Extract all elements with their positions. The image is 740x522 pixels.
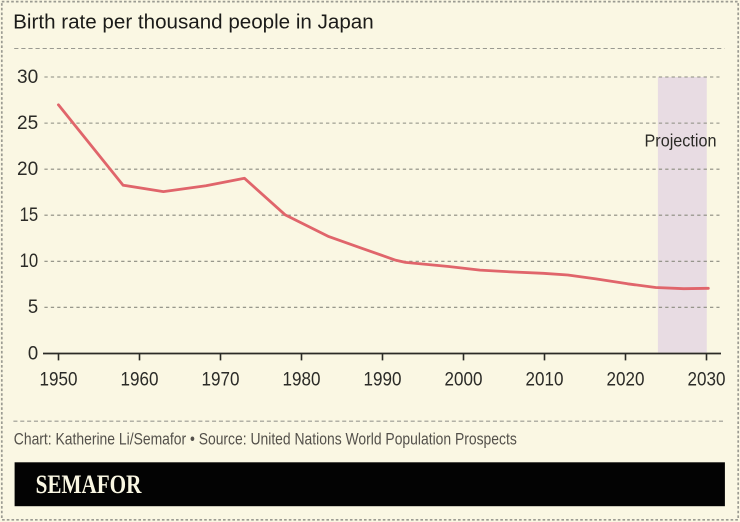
svg-text:2030: 2030 bbox=[688, 369, 726, 391]
svg-text:5: 5 bbox=[28, 296, 38, 318]
svg-text:Projection: Projection bbox=[645, 130, 717, 150]
svg-text:1990: 1990 bbox=[364, 369, 402, 391]
svg-text:2000: 2000 bbox=[445, 369, 483, 391]
svg-text:1960: 1960 bbox=[121, 369, 159, 391]
svg-text:Chart: Katherine Li/Semafor •: Chart: Katherine Li/Semafor • Source: Un… bbox=[14, 430, 517, 448]
svg-text:2020: 2020 bbox=[607, 369, 645, 391]
svg-text:Birth rate per thousand people: Birth rate per thousand people in Japan bbox=[13, 12, 374, 34]
svg-text:1980: 1980 bbox=[283, 369, 321, 391]
svg-text:20: 20 bbox=[17, 158, 38, 180]
svg-text:15: 15 bbox=[20, 204, 39, 226]
svg-text:0: 0 bbox=[28, 342, 38, 364]
svg-text:10: 10 bbox=[20, 250, 39, 272]
svg-text:30: 30 bbox=[17, 66, 38, 88]
svg-text:SEMAFOR: SEMAFOR bbox=[36, 469, 142, 499]
svg-text:1970: 1970 bbox=[202, 369, 240, 391]
svg-text:2010: 2010 bbox=[526, 369, 564, 391]
svg-text:1950: 1950 bbox=[40, 369, 78, 391]
svg-text:25: 25 bbox=[17, 112, 38, 134]
